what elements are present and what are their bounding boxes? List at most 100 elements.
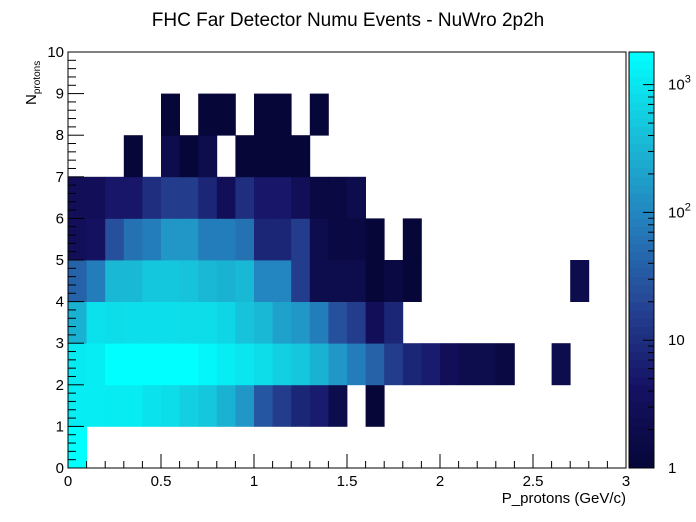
color-bar-segment bbox=[629, 301, 654, 311]
heatmap-cell bbox=[384, 343, 404, 386]
heatmap-cell bbox=[309, 343, 329, 386]
color-bar-segment bbox=[629, 76, 654, 86]
heatmap-cell bbox=[291, 218, 311, 261]
y-tick-label: 2 bbox=[56, 377, 64, 394]
color-bar-tick-label: 1 bbox=[668, 460, 676, 477]
color-bar-segment bbox=[629, 243, 654, 253]
heatmap-cell bbox=[235, 343, 255, 386]
heatmap-cell bbox=[272, 93, 292, 136]
color-bar-segment bbox=[629, 210, 654, 219]
heatmap-cell bbox=[272, 301, 292, 344]
heatmap-cell bbox=[291, 260, 311, 302]
heatmap-cell bbox=[254, 301, 273, 344]
heatmap-cell bbox=[198, 135, 218, 178]
heatmap-cell bbox=[291, 343, 311, 386]
heatmap-cell bbox=[421, 343, 441, 386]
color-bar-segment bbox=[629, 60, 654, 70]
heatmap-cell bbox=[254, 135, 273, 178]
heatmap-cell bbox=[216, 260, 236, 302]
heatmap-cell bbox=[198, 301, 218, 344]
heatmap-cell bbox=[254, 93, 273, 136]
color-bar-segment bbox=[629, 384, 654, 394]
y-axis: 0 1 2 3 4 5 6 7 8 9 10 bbox=[47, 44, 84, 477]
heatmap-cell bbox=[86, 343, 106, 386]
x-axis-label: P_protons (GeV/c) bbox=[502, 490, 626, 507]
color-bar-segment bbox=[629, 276, 654, 286]
heatmap-cell bbox=[458, 343, 478, 386]
color-bar-segment bbox=[629, 118, 654, 128]
heatmap-cell bbox=[495, 343, 515, 386]
heatmap-cell bbox=[86, 384, 106, 427]
x-tick-label: 1 bbox=[250, 473, 258, 490]
heatmap-cell bbox=[309, 218, 329, 261]
heatmap-cell bbox=[105, 384, 125, 427]
heatmap-cell bbox=[477, 343, 497, 386]
color-bar-segment bbox=[629, 176, 654, 186]
heatmap-cell bbox=[216, 176, 236, 219]
heatmap-cells bbox=[68, 93, 590, 469]
heatmap-cell bbox=[328, 218, 348, 261]
heatmap-cell bbox=[161, 93, 180, 136]
heatmap-cell bbox=[402, 343, 422, 386]
heatmap-cell bbox=[142, 176, 162, 219]
color-bar-segment bbox=[629, 110, 654, 119]
heatmap-cell bbox=[86, 260, 106, 302]
heatmap-cell bbox=[123, 176, 143, 219]
x-tick-label: 0.5 bbox=[151, 473, 172, 490]
heatmap-cell bbox=[198, 384, 218, 427]
heatmap-cell bbox=[142, 260, 162, 302]
heatmap-cell bbox=[384, 260, 404, 302]
y-axis-label-sub: protons bbox=[32, 61, 43, 94]
heatmap-cell bbox=[272, 343, 292, 386]
heatmap-cell bbox=[216, 301, 236, 344]
heatmap-cell bbox=[328, 343, 348, 386]
color-bar-segment bbox=[629, 434, 654, 444]
heatmap-cell bbox=[86, 176, 106, 219]
color-bar-segment bbox=[629, 318, 654, 327]
heatmap-cell bbox=[86, 301, 106, 344]
heatmap-cell bbox=[235, 301, 255, 344]
y-axis-label: Nprotons bbox=[23, 61, 43, 105]
heatmap-cell bbox=[272, 218, 292, 261]
chart-title: FHC Far Detector Numu Events - NuWro 2p2… bbox=[152, 10, 544, 31]
y-tick-label: 4 bbox=[56, 294, 64, 311]
color-bar-segment bbox=[629, 293, 654, 302]
color-bar-segment bbox=[629, 401, 654, 411]
color-bar-segment bbox=[629, 101, 654, 111]
heatmap-cell bbox=[123, 218, 143, 261]
color-bar-segment bbox=[629, 284, 654, 294]
color-bar-segment bbox=[629, 52, 654, 61]
heatmap-cell bbox=[291, 176, 311, 219]
color-bar-segment bbox=[629, 93, 654, 103]
color-bar-segment bbox=[629, 251, 654, 261]
heatmap-cell bbox=[179, 176, 199, 219]
color-bar-segment bbox=[629, 201, 654, 211]
color-bar-segment bbox=[629, 226, 654, 236]
heatmap-cell bbox=[291, 135, 311, 178]
color-bar-segment bbox=[629, 68, 654, 78]
heatmap-cell bbox=[161, 135, 180, 178]
heatmap-cell bbox=[68, 176, 87, 219]
heatmap-cell bbox=[309, 260, 329, 302]
heatmap-cell bbox=[291, 384, 311, 427]
heatmap-cell bbox=[142, 343, 162, 386]
heatmap-cell bbox=[179, 218, 199, 261]
color-bar-segment bbox=[629, 368, 654, 377]
heatmap-cell bbox=[68, 260, 87, 302]
heatmap-cell bbox=[309, 301, 329, 344]
color-bar-segment bbox=[629, 343, 654, 352]
y-tick-label: 3 bbox=[56, 335, 64, 352]
heatmap-cell bbox=[272, 135, 292, 178]
heatmap-cell bbox=[402, 218, 422, 261]
heatmap-cell bbox=[198, 218, 218, 261]
heatmap-cell bbox=[235, 176, 255, 219]
x-axis: 0 0.5 1 1.5 2 2.5 3 bbox=[64, 454, 630, 490]
heatmap-cell bbox=[328, 384, 348, 427]
heatmap-cell bbox=[384, 301, 404, 344]
heatmap-cell bbox=[198, 260, 218, 302]
heatmap-cell bbox=[123, 135, 143, 178]
color-bar-segment bbox=[629, 143, 654, 153]
heatmap-cell bbox=[179, 135, 199, 178]
heatmap-cell bbox=[272, 176, 292, 219]
heatmap-cell bbox=[365, 218, 385, 261]
